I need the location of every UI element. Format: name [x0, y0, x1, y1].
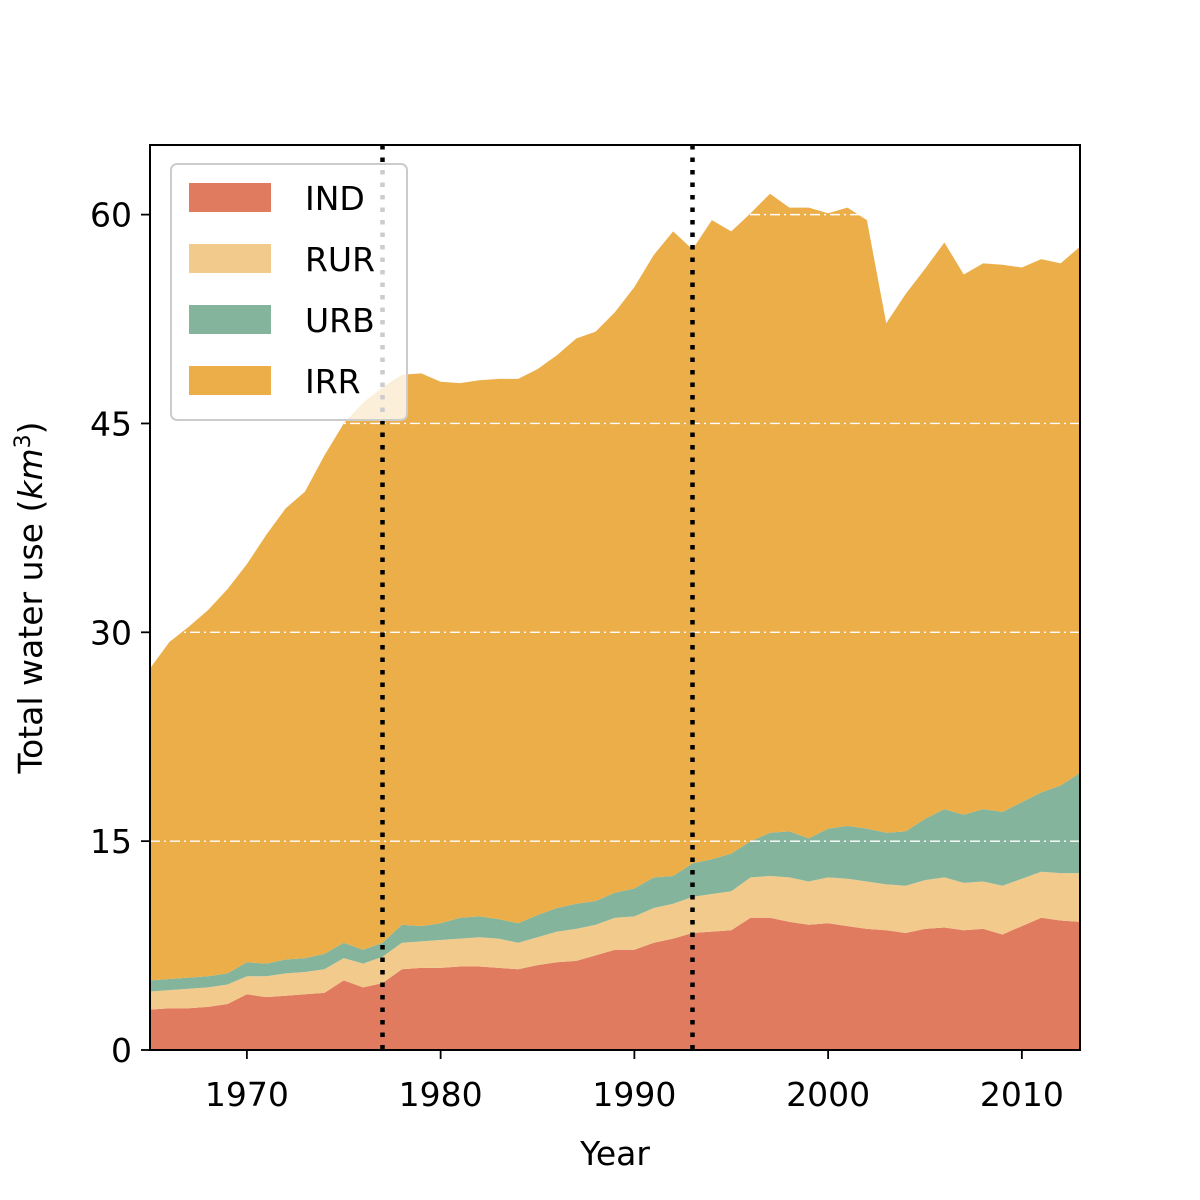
legend-box: [170, 163, 408, 421]
legend: IND RUR URB IRR: [170, 163, 408, 421]
legend-swatch-irr: [189, 366, 271, 395]
plot-frame: [149, 144, 1081, 1051]
y-tick-label-30: 30: [90, 613, 132, 652]
legend-label-urb: URB: [305, 301, 375, 340]
y-axis-label-unit: km: [11, 448, 50, 499]
legend-swatch-rur: [189, 244, 271, 273]
legend-swatch-urb: [189, 305, 271, 334]
x-tick-label-2010: 2010: [980, 1075, 1064, 1114]
x-axis-ticks: 1970 1980 1990 2000 2010: [205, 1050, 1064, 1114]
y-axis-label-close: ): [11, 422, 50, 435]
legend-swatch-ind: [189, 183, 271, 212]
y-axis-label-main: Total water use (: [11, 500, 50, 775]
legend-label-ind: IND: [305, 179, 365, 218]
legend-label-rur: RUR: [305, 240, 375, 279]
legend-label-irr: IRR: [305, 362, 361, 401]
y-tick-label-60: 60: [90, 196, 132, 235]
x-tick-label-1990: 1990: [592, 1075, 676, 1114]
y-axis-label-exponent: 3: [11, 434, 36, 448]
y-axis-label: Total water use (km3): [11, 422, 50, 775]
y-tick-label-0: 0: [111, 1031, 132, 1070]
x-tick-label-1970: 1970: [205, 1075, 289, 1114]
x-tick-label-2000: 2000: [786, 1075, 870, 1114]
area-rur: [150, 871, 1080, 1010]
x-tick-label-1980: 1980: [399, 1075, 483, 1114]
area-urb: [150, 772, 1080, 992]
area-ind: [150, 917, 1080, 1050]
y-tick-label-15: 15: [90, 822, 132, 861]
y-gridlines: [150, 213, 1080, 842]
y-axis-ticks: 0 15 30 45 60: [90, 196, 150, 1070]
x-axis-label: Year: [579, 1134, 650, 1173]
y-tick-label-45: 45: [90, 404, 132, 443]
